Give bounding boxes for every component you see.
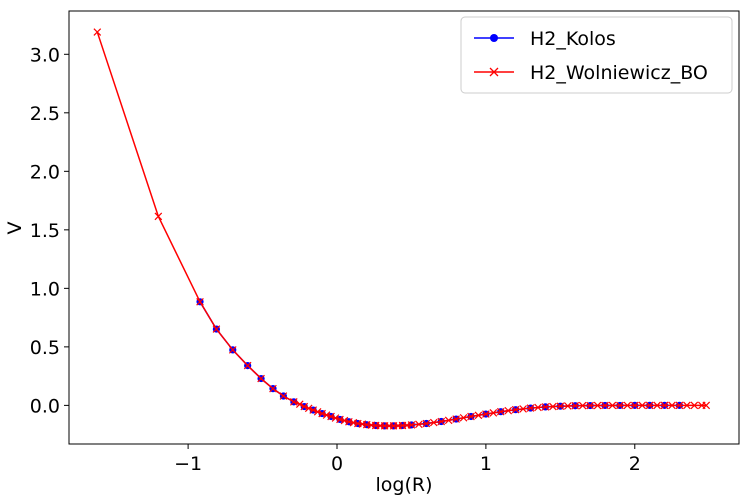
legend-marker-wolniewicz	[489, 67, 499, 77]
data-point-wolniewicz	[683, 401, 691, 410]
data-point-wolniewicz	[322, 411, 331, 419]
y-tick-label: 1.5	[30, 220, 60, 242]
legend-label-wolniewicz: H2_Wolniewicz_BO	[530, 62, 708, 84]
data-point-wolniewicz	[243, 361, 252, 370]
data-point-wolniewicz	[519, 405, 527, 413]
data-point-wolniewicz	[437, 417, 446, 426]
data-point-wolniewicz	[601, 401, 609, 410]
y-tick-label: 3.0	[30, 44, 60, 66]
x-axis-label: log(R)	[376, 474, 433, 496]
y-tick-label: 0.0	[30, 395, 60, 417]
data-point-wolniewicz	[496, 407, 505, 416]
x-tick-label: 0	[331, 453, 343, 475]
x-tick-label: −1	[174, 453, 202, 475]
data-point-wolniewicz	[571, 401, 580, 410]
data-point-wolniewicz	[690, 401, 699, 410]
data-point-wolniewicz	[645, 401, 654, 410]
data-point-wolniewicz	[228, 346, 237, 354]
data-point-wolniewicz	[526, 404, 535, 412]
data-point-wolniewicz	[482, 410, 490, 418]
data-point-wolniewicz	[668, 401, 676, 410]
x-tick-label: 1	[480, 453, 492, 475]
data-point-wolniewicz	[556, 402, 565, 411]
data-point-wolniewicz	[452, 415, 460, 423]
data-point-wolniewicz	[345, 417, 353, 426]
data-point-wolniewicz	[616, 401, 624, 410]
data-point-wolniewicz	[660, 401, 669, 410]
y-axis-label: V	[4, 222, 26, 235]
data-point-wolniewicz	[300, 402, 309, 411]
data-point-wolniewicz	[630, 401, 639, 410]
data-point-wolniewicz	[93, 28, 102, 36]
data-point-wolniewicz	[623, 401, 632, 410]
data-point-wolniewicz	[702, 401, 711, 410]
data-point-wolniewicz	[474, 411, 483, 420]
y-tick-label: 2.5	[30, 103, 60, 125]
data-point-wolniewicz	[586, 401, 594, 410]
data-point-wolniewicz	[578, 401, 587, 410]
legend-box	[460, 16, 733, 94]
data-point-wolniewicz	[563, 402, 572, 410]
plot-frame	[68, 10, 740, 445]
data-point-wolniewicz	[415, 420, 423, 429]
data-point-wolniewicz	[304, 404, 313, 413]
data-point-wolniewicz	[407, 421, 416, 429]
data-point-wolniewicz	[422, 419, 431, 428]
data-point-wolniewicz	[534, 403, 542, 412]
data-point-wolniewicz	[336, 415, 344, 424]
data-point-wolniewicz	[331, 414, 340, 422]
y-tick-label: 1.0	[30, 278, 60, 300]
data-point-wolniewicz	[444, 416, 453, 425]
data-point-wolniewicz	[675, 401, 684, 410]
data-point-wolniewicz	[467, 412, 475, 421]
series-line-wolniewicz	[96, 31, 707, 427]
data-point-wolniewicz	[638, 401, 647, 410]
legend-label-kolos: H2_Kolos	[530, 28, 616, 50]
data-point-wolniewicz	[489, 409, 498, 417]
data-point-wolniewicz	[295, 400, 304, 409]
data-point-wolniewicz	[340, 416, 349, 425]
data-point-wolniewicz	[279, 392, 288, 400]
data-point-wolniewicz	[257, 374, 265, 383]
data-point-wolniewicz	[549, 402, 557, 411]
data-point-wolniewicz	[593, 401, 602, 410]
x-tick-label: 2	[629, 453, 641, 475]
data-point-wolniewicz	[504, 406, 513, 415]
data-point-wolniewicz	[318, 409, 326, 418]
data-point-wolniewicz	[608, 401, 617, 410]
data-point-wolniewicz	[429, 418, 438, 427]
ticks-layer: −1 0 1 2 0.0 0.5 1.0 1.5 2.0 2.5 3.0	[30, 44, 641, 475]
data-point-wolniewicz	[154, 212, 163, 221]
data-point-wolniewicz	[196, 297, 204, 306]
data-point-wolniewicz	[269, 384, 277, 393]
data-point-wolniewicz	[511, 405, 520, 414]
y-tick-label: 0.5	[30, 337, 60, 359]
data-point-wolniewicz	[327, 412, 335, 421]
data-point-wolniewicz	[459, 413, 468, 422]
plot-layer	[93, 28, 711, 430]
data-point-wolniewicz	[541, 403, 550, 411]
data-point-wolniewicz	[313, 407, 322, 416]
data-point-wolniewicz	[653, 401, 661, 410]
legend-marker-kolos	[490, 34, 498, 42]
data-point-wolniewicz	[289, 398, 298, 406]
legend: H2_Kolos H2_Wolniewicz_BO	[460, 16, 733, 94]
data-point-wolniewicz	[212, 325, 221, 333]
data-point-wolniewicz	[309, 406, 318, 414]
y-tick-label: 2.0	[30, 161, 60, 183]
